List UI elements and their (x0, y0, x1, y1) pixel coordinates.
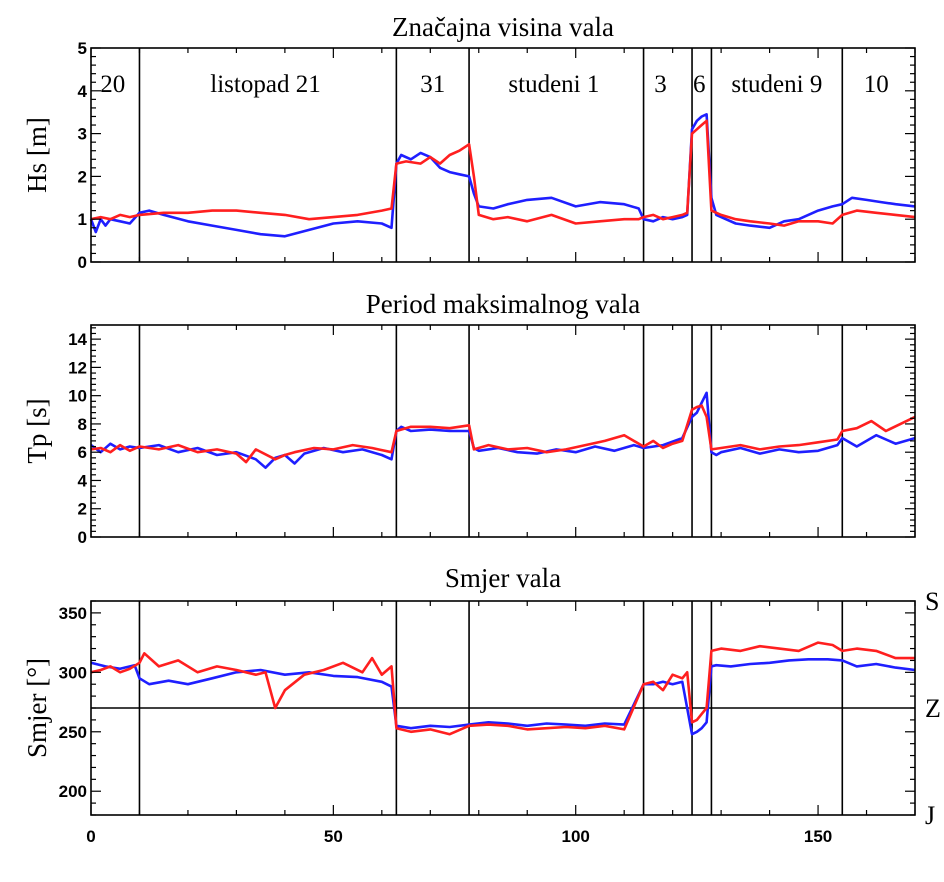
y-tick-label: 2 (78, 500, 87, 519)
panel-2: Period maksimalnog vala Tp [s] 0 2 4 6 8 10 12 14 (22, 289, 916, 547)
y-tick-label: 350 (59, 604, 87, 623)
x-tick-label: 50 (324, 827, 343, 846)
segment-label: 3 (654, 71, 667, 98)
y-axis-label: Hs [m] (22, 117, 52, 193)
y-tick-label: 12 (68, 358, 87, 377)
y-tick-label: 250 (59, 723, 87, 742)
y-tick-label: 300 (59, 663, 87, 682)
segment-label: 6 (693, 71, 706, 98)
series-line-1 (90, 657, 916, 736)
panel-3: Smjer vala Smjer [°] 200 250 300 350 0 50 100 150… (22, 563, 941, 846)
panel-1: Značajna visina vala Hs [m] 0 1 2 3 4 5 20 listop… (22, 12, 916, 272)
plot-frame (90, 324, 916, 538)
x-tick-label: 0 (86, 827, 95, 846)
x-tick-label: 100 (562, 827, 590, 846)
y-axis-label: Smjer [°] (22, 658, 52, 758)
direction-label: S (925, 587, 939, 616)
series-line-2 (90, 119, 916, 227)
y-tick-label: 2 (78, 167, 87, 186)
y-tick-label: 3 (78, 125, 87, 144)
series-line-2 (90, 641, 915, 736)
series-line-2 (90, 404, 916, 464)
plot-frame (90, 47, 916, 263)
y-tick-label: 10 (68, 387, 87, 406)
x-tick-label: 150 (804, 827, 832, 846)
segment-label: 31 (420, 71, 445, 98)
chart-title: Značajna visina vala (392, 12, 614, 42)
y-tick-label: 8 (78, 415, 87, 434)
chart-title: Period maksimalnog vala (366, 289, 640, 319)
y-tick-label: 4 (78, 471, 88, 490)
segment-label: 10 (864, 71, 889, 98)
segment-label: listopad 21 (210, 71, 320, 98)
y-tick-label: 0 (78, 528, 87, 547)
y-axis-label: Tp [s] (22, 398, 52, 463)
y-tick-label: 0 (78, 253, 87, 272)
direction-label: Z (925, 694, 941, 723)
direction-label: J (925, 801, 935, 830)
series-line-1 (90, 391, 916, 470)
y-tick-label: 1 (78, 210, 87, 229)
y-tick-label: 200 (59, 782, 87, 801)
segment-label: studeni 1 (508, 71, 599, 98)
y-tick-label: 14 (68, 330, 87, 349)
y-tick-label: 4 (78, 82, 88, 101)
segment-label: studeni 9 (731, 71, 822, 98)
series-line-1 (89, 113, 916, 238)
segment-label: 20 (100, 71, 125, 98)
y-tick-label: 6 (78, 443, 87, 462)
chart-title: Smjer vala (445, 563, 561, 593)
y-tick-label: 5 (78, 39, 87, 58)
